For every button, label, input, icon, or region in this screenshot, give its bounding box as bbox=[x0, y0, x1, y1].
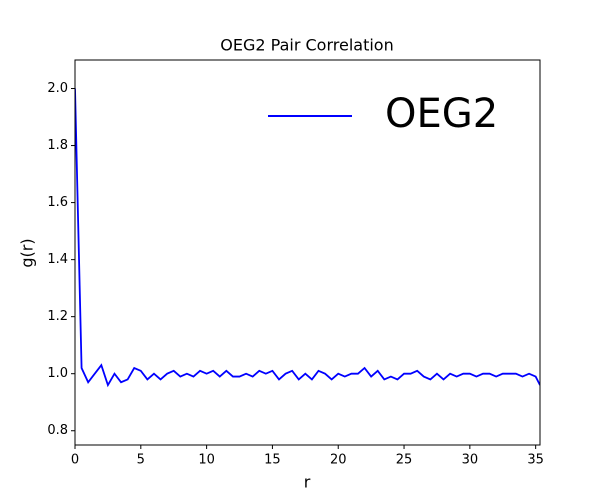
plot-frame bbox=[74, 59, 541, 446]
legend-label: OEG2 bbox=[385, 91, 498, 137]
x-tick-label: 20 bbox=[330, 453, 347, 468]
y-tick-label: 1.6 bbox=[47, 195, 68, 210]
y-tick-label: 1.8 bbox=[47, 138, 68, 153]
x-tick-label: 30 bbox=[462, 453, 479, 468]
x-tick-label: 0 bbox=[71, 453, 79, 468]
y-tick-label: 1.0 bbox=[47, 366, 68, 381]
y-tick-label: 2.0 bbox=[47, 81, 68, 96]
y-axis-label: g(r) bbox=[18, 238, 37, 267]
y-tick-label: 1.2 bbox=[47, 309, 68, 324]
chart-title: OEG2 Pair Correlation bbox=[220, 36, 393, 55]
data-line bbox=[75, 88, 540, 388]
x-tick-label: 25 bbox=[396, 453, 413, 468]
x-tick-label: 35 bbox=[527, 453, 544, 468]
y-tick-label: 1.4 bbox=[47, 252, 68, 267]
y-tick-label: 0.8 bbox=[47, 423, 68, 438]
x-tick-label: 15 bbox=[264, 453, 281, 468]
x-tick-label: 10 bbox=[198, 453, 215, 468]
x-tick-label: 5 bbox=[137, 453, 145, 468]
x-axis-label: r bbox=[304, 473, 311, 492]
